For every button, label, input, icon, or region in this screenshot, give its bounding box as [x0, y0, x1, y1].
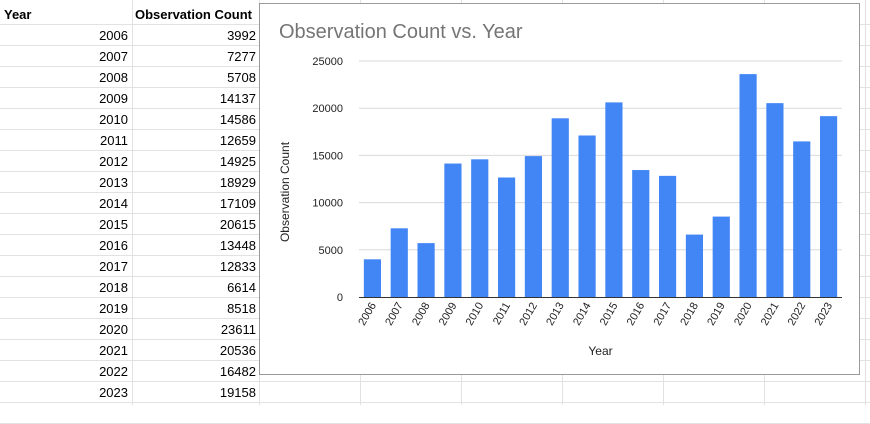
column-divider [132, 0, 133, 405]
bar [658, 175, 677, 297]
chart-title: Observation Count vs. Year [279, 21, 523, 43]
cell-year[interactable]: 2015 [99, 217, 128, 232]
cell-year[interactable]: 2021 [99, 343, 128, 358]
grid-row [0, 403, 870, 424]
cell-year[interactable]: 2009 [99, 91, 128, 106]
bar [551, 118, 569, 297]
y-tick-label: 20000 [312, 103, 343, 115]
x-tick-label: 2010 [464, 301, 487, 328]
grid-row [0, 382, 870, 403]
bar [524, 156, 543, 297]
cell-observation-count[interactable]: 6614 [227, 280, 256, 295]
cell-observation-count[interactable]: 8518 [227, 301, 256, 316]
x-tick-label: 2020 [732, 301, 755, 328]
cell-observation-count[interactable]: 12659 [219, 133, 256, 148]
bar [471, 159, 489, 297]
x-tick-label: 2023 [813, 301, 836, 328]
bar [497, 177, 516, 297]
cell-year[interactable]: 2008 [99, 70, 128, 85]
bar [444, 163, 462, 297]
cell-year[interactable]: 2007 [99, 49, 128, 64]
cell-year[interactable]: 2014 [99, 196, 128, 211]
cell-observation-count[interactable]: 14925 [219, 154, 256, 169]
x-tick-label: 2011 [491, 301, 513, 327]
y-tick-label: 10000 [312, 198, 343, 210]
x-tick-label: 2008 [410, 301, 433, 328]
cell-observation-count[interactable]: 12833 [219, 259, 256, 274]
y-tick-label: 5000 [319, 245, 343, 257]
x-tick-label: 2009 [437, 301, 460, 328]
cell-observation-count[interactable]: 20536 [219, 343, 256, 358]
cell-observation-count[interactable]: 14137 [219, 91, 256, 106]
cell-observation-count[interactable]: 17109 [219, 196, 256, 211]
bar-chart: 0 5000 10000 15000 20000 25000 2006 2007 2008 200… [278, 56, 842, 358]
bar [819, 116, 838, 297]
bar [739, 74, 757, 298]
cell-year[interactable]: 2020 [99, 322, 128, 337]
cell-observation-count[interactable]: 23611 [220, 322, 256, 337]
bar [417, 243, 435, 297]
cell-year[interactable]: 2023 [99, 385, 128, 400]
x-tick-label: 2006 [356, 301, 379, 328]
cell-year[interactable]: 2016 [99, 238, 128, 253]
chart-container[interactable]: Observation Count vs. Year 0 5000 10000 150… [259, 3, 860, 375]
cell-year[interactable]: 2018 [99, 280, 128, 295]
bar [363, 259, 382, 297]
cell-observation-count[interactable]: 16482 [219, 364, 256, 379]
cell-year[interactable]: 2022 [99, 364, 128, 379]
header-cell-year[interactable]: Year [4, 7, 32, 22]
cell-year[interactable]: 2006 [99, 28, 128, 43]
column-divider [865, 0, 866, 405]
cell-year[interactable]: 2012 [99, 154, 128, 169]
cell-observation-count[interactable]: 13448 [219, 238, 256, 253]
x-tick-label: 2015 [598, 301, 621, 328]
cell-year[interactable]: 2011 [100, 133, 128, 148]
cell-observation-count[interactable]: 7277 [227, 49, 256, 64]
header-cell-observation-count[interactable]: Observation Count [135, 7, 253, 22]
bar [632, 170, 650, 297]
x-tick-label: 2018 [678, 301, 701, 328]
y-tick-label: 0 [337, 292, 343, 304]
bar [578, 135, 596, 297]
grid-row [0, 361, 870, 382]
cell-observation-count[interactable]: 18929 [219, 175, 256, 190]
x-axis-title: Year [588, 344, 612, 358]
x-tick-label: 2017 [652, 301, 675, 328]
x-tick-label: 2022 [786, 301, 809, 328]
bar [605, 102, 623, 297]
cell-observation-count[interactable]: 14586 [219, 112, 256, 127]
y-tick-label: 15000 [312, 150, 343, 162]
x-tick-label: 2007 [383, 301, 406, 328]
y-axis-title: Observation Count [278, 141, 292, 242]
x-tick-label: 2016 [625, 301, 648, 328]
cell-observation-count[interactable]: 20615 [219, 217, 256, 232]
bar [766, 103, 784, 297]
bar [712, 216, 730, 297]
cell-year[interactable]: 2010 [99, 112, 128, 127]
cell-year[interactable]: 2019 [99, 301, 128, 316]
cell-observation-count[interactable]: 5708 [227, 70, 256, 85]
x-tick-label: 2014 [571, 301, 594, 328]
x-tick-label: 2019 [705, 301, 728, 328]
y-tick-label: 25000 [312, 56, 343, 68]
cell-observation-count[interactable]: 3992 [227, 28, 256, 43]
x-tick-label: 2012 [517, 301, 540, 328]
bar [685, 234, 704, 297]
x-tick-label: 2013 [544, 301, 567, 328]
cell-year[interactable]: 2013 [99, 175, 128, 190]
cell-year[interactable]: 2017 [99, 259, 128, 274]
bar [793, 141, 811, 297]
bar [390, 228, 408, 297]
cell-observation-count[interactable]: 19158 [219, 385, 256, 400]
x-tick-label: 2021 [759, 301, 782, 328]
